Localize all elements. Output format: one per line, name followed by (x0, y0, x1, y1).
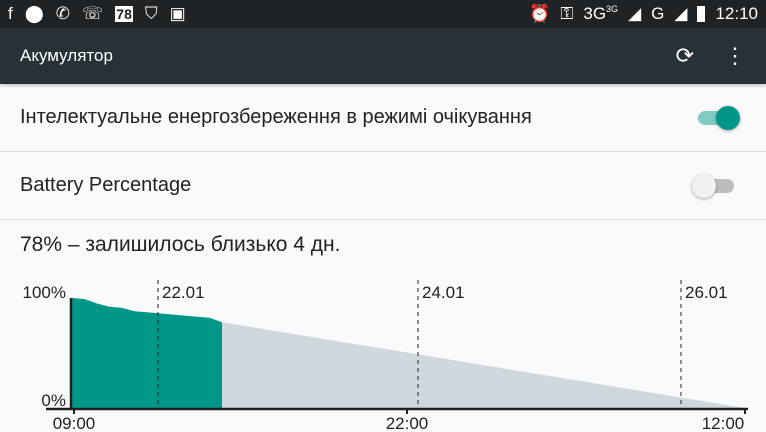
smart-standby-setting[interactable]: Інтелектуальне енергозбереження в режимі… (0, 84, 766, 152)
battery-icon (697, 6, 706, 22)
date-marker-label: 22.01 (162, 283, 205, 302)
badge-78-icon: 78 (115, 6, 133, 22)
alarm-icon: ⏰ (529, 4, 551, 23)
y-tick-label: 0% (41, 391, 66, 410)
vpn-key-icon: ⚿ (560, 4, 574, 23)
shield-icon: ⛉ (144, 4, 158, 23)
signal2-icon: ◢ (674, 4, 688, 23)
wifi-call-icon: ✆ (55, 4, 71, 23)
date-marker-label: 24.01 (422, 283, 465, 302)
network2-label: G (651, 4, 665, 23)
x-tick-label: 09:00 (53, 414, 96, 432)
status-bar: f ⬤ ✆ ☏ 78 ⛉ ▣ ⏰ ⚿ 3G 3G ◢ G ◢ 12:10 (0, 0, 766, 28)
battery-chart: 100% 0% 22.01 24.01 26.01 09:00 22:00 12… (23, 280, 748, 432)
phone-icon: ☏ (82, 4, 104, 23)
refresh-icon[interactable]: ⟳ (675, 43, 694, 68)
signal-icon: ◢ (628, 4, 642, 23)
y-tick-label: 100% (23, 283, 66, 302)
smart-standby-toggle[interactable] (698, 105, 740, 130)
x-tick-label: 22:00 (386, 414, 429, 432)
history-area (72, 298, 222, 408)
location-icon: ⬤ (24, 4, 44, 23)
x-tick-label: 12:00 (702, 414, 745, 432)
battery-percentage-toggle[interactable] (692, 173, 734, 198)
date-marker-label: 26.01 (685, 283, 728, 302)
battery-summary: 78% – залишилось близько 4 дн. (20, 233, 341, 256)
network-label: 3G (583, 4, 607, 23)
network-small-label: 3G (606, 4, 619, 14)
clock: 12:10 (715, 4, 758, 23)
setting-label: Battery Percentage (20, 174, 192, 196)
setting-label: Інтелектуальне енергозбереження в режимі… (20, 106, 532, 128)
more-vert-icon[interactable]: ⋮ (724, 43, 746, 68)
shopping-bag-icon: ▣ (169, 4, 186, 23)
page-title: Акумулятор (20, 46, 113, 65)
app-bar: Акумулятор ⟳ ⋮ (0, 28, 766, 84)
facebook-icon: f (8, 4, 13, 23)
projection-area (222, 322, 745, 408)
battery-percentage-setting[interactable]: Battery Percentage (0, 152, 766, 220)
